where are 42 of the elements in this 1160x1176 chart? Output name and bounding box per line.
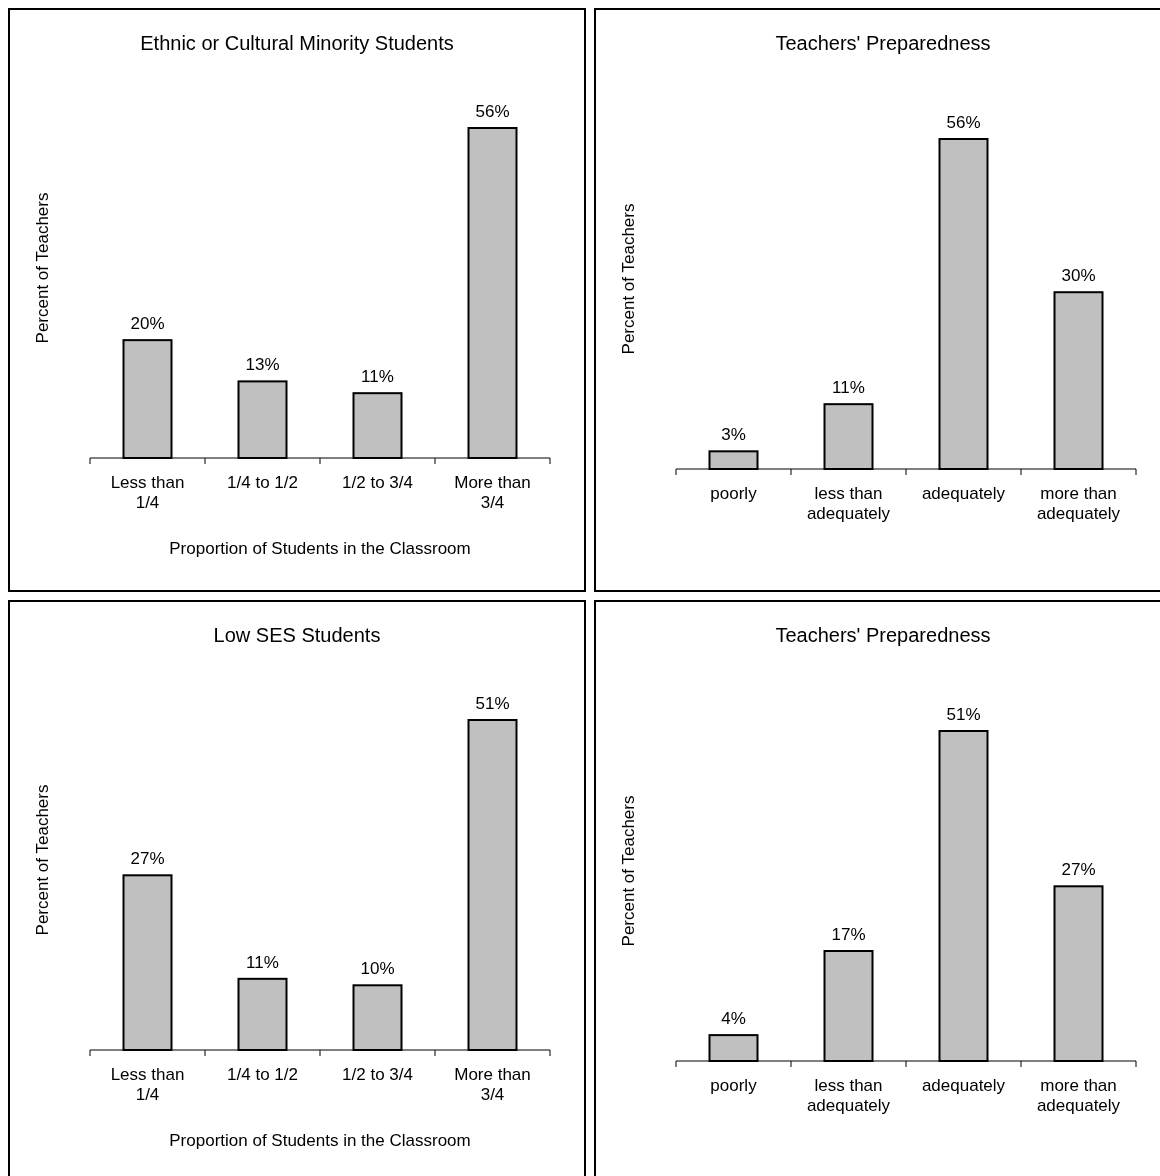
- data-label: 20%: [130, 314, 165, 334]
- x-tick-label: More than 3/4: [454, 1065, 531, 1104]
- x-tick-label: more than adequately: [1036, 1076, 1121, 1115]
- data-label: 56%: [475, 102, 510, 121]
- chart-title: Low SES Students: [213, 624, 381, 646]
- x-tick-label: 1/2 to 3/4: [342, 1065, 413, 1084]
- chart-title: Ethnic or Cultural Minority Students: [140, 32, 454, 54]
- chart-title: Teachers' Preparedness: [775, 624, 991, 646]
- data-label: 13%: [245, 355, 280, 375]
- y-axis-title: Percent of Teachers: [33, 784, 52, 936]
- data-label: 56%: [946, 113, 981, 132]
- data-label: 27%: [130, 849, 165, 869]
- x-tick-label: more than adequately: [1036, 484, 1121, 523]
- data-label: 4%: [721, 1009, 746, 1029]
- data-label: 3%: [721, 425, 746, 445]
- chart-title: Teachers' Preparedness: [775, 32, 991, 54]
- x-tick-label: less than adequately: [806, 484, 891, 523]
- x-tick-label: poorly: [710, 484, 758, 503]
- data-label: 11%: [246, 952, 279, 972]
- x-tick-label: less than adequately: [806, 1076, 891, 1115]
- data-label: 17%: [831, 925, 866, 944]
- y-axis-title: Percent of Teachers: [619, 203, 638, 355]
- x-tick-label: More than 3/4: [454, 473, 531, 512]
- x-tick-label: Less than 1/4: [110, 1065, 185, 1104]
- data-label: 51%: [475, 694, 510, 713]
- x-tick-label: 1/4 to 1/2: [227, 1065, 298, 1084]
- x-tick-label: adequately: [921, 1076, 1006, 1095]
- y-axis-title: Percent of Teachers: [33, 192, 52, 344]
- x-tick-label: 1/2 to 3/4: [342, 473, 413, 492]
- data-label: 51%: [946, 705, 981, 724]
- data-label: 11%: [361, 367, 394, 387]
- data-label: 11%: [832, 378, 865, 398]
- x-axis-title: Proportion of Students in the Classroom: [169, 1131, 471, 1150]
- data-label: 27%: [1061, 860, 1096, 880]
- x-tick-label: 1/4 to 1/2: [227, 473, 298, 492]
- y-axis-title: Percent of Teachers: [619, 795, 638, 947]
- data-label: 10%: [360, 959, 395, 979]
- data-label: 30%: [1061, 266, 1096, 286]
- x-tick-label: poorly: [710, 1076, 758, 1095]
- x-tick-label: Less than 1/4: [110, 473, 185, 512]
- x-tick-label: adequately: [921, 484, 1006, 503]
- x-axis-title: Proportion of Students in the Classroom: [169, 539, 471, 558]
